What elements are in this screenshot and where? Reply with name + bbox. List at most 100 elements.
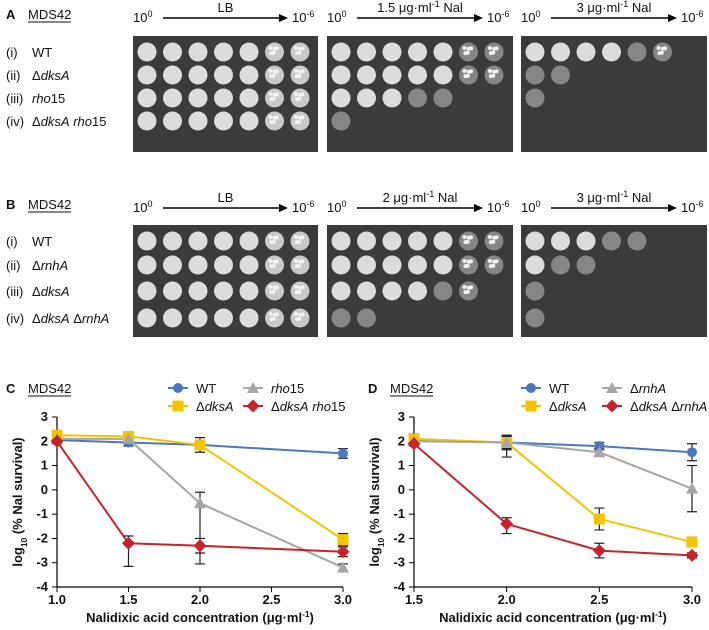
colony	[272, 115, 277, 120]
point	[500, 517, 514, 531]
spot	[239, 42, 259, 62]
plate-label: LB	[218, 190, 234, 205]
spot	[382, 255, 402, 275]
legend-label: ΔdksA rho15	[271, 399, 345, 414]
spot	[188, 255, 208, 275]
y-tick-label: 2	[41, 433, 48, 448]
point	[594, 441, 605, 452]
colony	[488, 240, 493, 245]
colony	[463, 290, 468, 295]
dilution-exp: 0	[535, 199, 540, 209]
dilution-end: 10-6	[292, 199, 314, 215]
colony	[462, 259, 467, 263]
spot	[382, 65, 402, 85]
colony	[272, 285, 277, 290]
spot	[331, 255, 351, 275]
row-number: (iv)	[6, 114, 24, 129]
colony	[298, 259, 303, 264]
colony	[463, 51, 468, 56]
x-tick-label: 2.5	[590, 592, 608, 607]
genotype: ΔdksA rho15	[32, 114, 106, 129]
colony	[268, 259, 273, 263]
legend-label: ΔdksA	[196, 399, 234, 414]
point	[500, 436, 513, 448]
colony	[272, 259, 277, 264]
plate-label: 3 μg·ml-1 Nal	[577, 189, 652, 205]
arrowhead	[279, 14, 288, 22]
spot	[551, 255, 570, 275]
strain: MDS42	[28, 7, 71, 22]
arrowhead	[668, 14, 677, 22]
spot	[408, 231, 427, 251]
y-tick-label: -4	[36, 579, 48, 594]
spot	[137, 255, 157, 275]
colony	[294, 97, 299, 102]
legend-label: WT	[196, 381, 216, 396]
panel-label: D	[368, 381, 377, 396]
colony	[298, 235, 303, 240]
x-axis-label: Nalidixic acid concentration (μg·ml-1)	[86, 609, 314, 625]
x-tick-label: 2.0	[498, 592, 516, 607]
spot	[137, 308, 157, 328]
colony	[294, 74, 299, 79]
x-tick-label: 1.0	[48, 592, 66, 607]
spot	[602, 42, 621, 62]
colony	[488, 51, 493, 56]
legend-marker	[247, 382, 259, 393]
dilution-end: 10-6	[681, 199, 703, 215]
y-tick-label: -1	[393, 506, 405, 521]
legend-marker	[172, 400, 184, 412]
dilution-end: 10-6	[487, 9, 509, 25]
dilution-exp: -6	[306, 9, 314, 19]
y-tick-label: -3	[36, 555, 48, 570]
colony	[268, 115, 273, 119]
colony	[268, 312, 273, 316]
panel-label: C	[6, 381, 16, 396]
colony	[466, 69, 471, 74]
colony	[294, 240, 299, 245]
colony	[269, 51, 274, 56]
spot	[525, 88, 545, 108]
spot	[214, 231, 233, 251]
spot	[357, 281, 376, 301]
plate-label-pre: 3 μg·ml	[577, 0, 621, 15]
colony	[466, 46, 471, 51]
series-line	[56, 440, 344, 553]
colony	[488, 69, 492, 73]
colony	[463, 264, 468, 269]
point	[193, 539, 207, 553]
y-axis-label-sub: 10	[376, 537, 386, 547]
series-line	[57, 437, 344, 569]
dilution-exp: 0	[535, 9, 540, 19]
y-tick-label: 1	[398, 458, 405, 473]
dilution-exp: -6	[306, 199, 314, 209]
series-line	[413, 440, 693, 490]
colony	[269, 317, 274, 322]
spot	[137, 88, 157, 108]
colony	[660, 46, 665, 51]
plate-label-pre: 1.5 μg·ml	[377, 0, 432, 15]
spot	[163, 281, 182, 301]
plate-label-sup: -1	[620, 189, 628, 199]
colony	[294, 264, 299, 269]
genotype: WT	[32, 234, 52, 249]
dilution-start: 100	[327, 9, 346, 25]
plate-label: 3 μg·ml-1 Nal	[577, 0, 652, 15]
colony	[268, 235, 273, 239]
point	[122, 536, 135, 550]
plate-label: LB	[218, 0, 234, 15]
spot	[551, 65, 570, 85]
colony	[294, 235, 298, 239]
colony	[298, 115, 303, 120]
dilution-end: 10-6	[292, 9, 314, 25]
spot	[188, 65, 208, 85]
spot	[214, 88, 233, 108]
plate-label-post: Nal	[628, 0, 651, 15]
spot	[239, 111, 259, 131]
spot	[576, 42, 596, 62]
dilution-exp: 0	[341, 9, 346, 19]
spot	[214, 42, 233, 62]
spot	[188, 231, 208, 251]
spot	[331, 88, 351, 108]
colony	[294, 46, 298, 50]
